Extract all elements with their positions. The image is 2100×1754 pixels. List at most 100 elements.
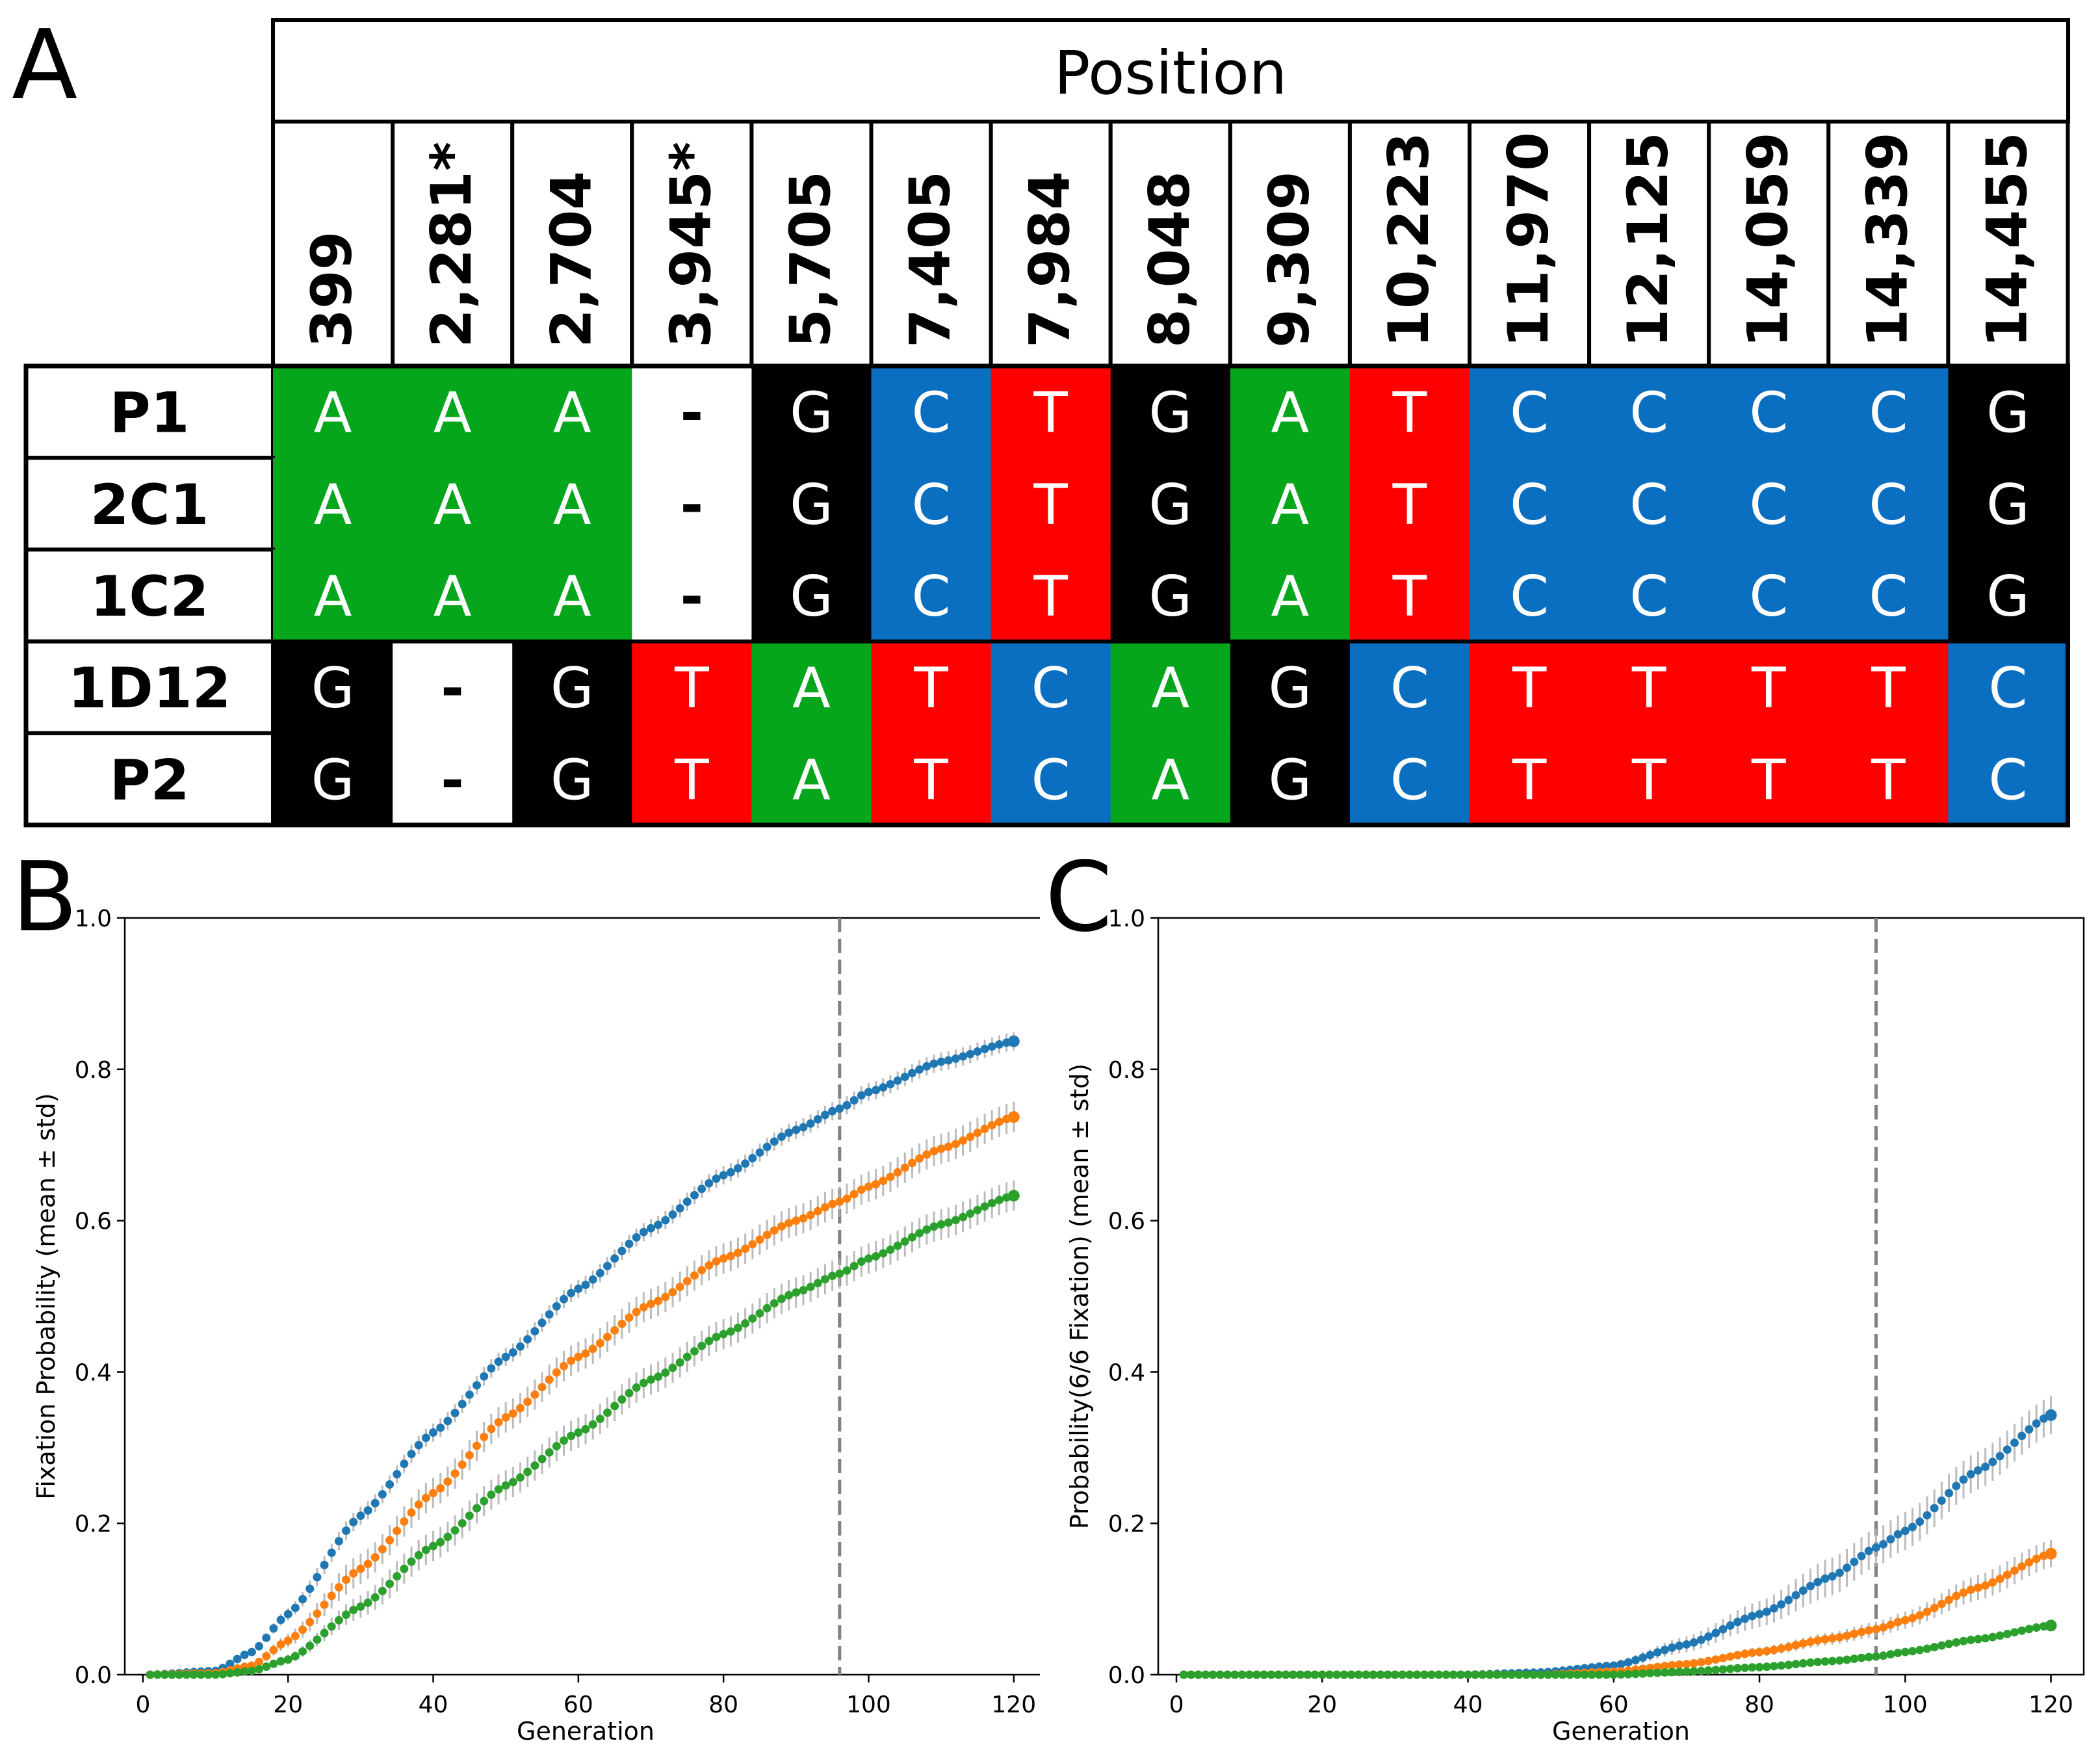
data-point	[320, 1629, 329, 1638]
data-point	[1303, 1670, 1312, 1679]
data-point	[762, 1230, 771, 1239]
data-point	[523, 1397, 532, 1406]
data-point	[1762, 1647, 1771, 1656]
data-point	[857, 1091, 866, 1100]
data-point	[1741, 1649, 1750, 1658]
data-point	[508, 1348, 517, 1357]
base-letter: G	[311, 748, 355, 813]
position-label: 11,970	[1496, 132, 1561, 348]
data-point	[929, 1059, 939, 1068]
x-tick-label: 20	[1307, 1692, 1337, 1718]
position-label: 7,405	[898, 171, 963, 348]
data-point	[733, 1323, 742, 1332]
base-cell	[1589, 641, 1709, 734]
base-letter: C	[1749, 473, 1788, 538]
data-point	[1777, 1661, 1786, 1670]
data-point	[465, 1390, 474, 1399]
data-point	[900, 1237, 909, 1246]
data-point	[755, 1148, 764, 1157]
base-letter: G	[1986, 564, 2030, 629]
row-label: P2	[110, 748, 190, 813]
base-letter: G	[1986, 473, 2030, 538]
y-tick-label: 0.4	[1108, 1359, 1145, 1386]
data-point	[1602, 1662, 1611, 1671]
data-point	[1784, 1595, 1793, 1604]
base-letter: A	[553, 381, 591, 446]
row-label-cell	[24, 639, 275, 735]
base-letter: T	[1751, 748, 1786, 813]
data-point	[907, 1233, 916, 1242]
data-point	[595, 1268, 604, 1277]
data-point	[1369, 1670, 1378, 1679]
y-tick-label: 0.8	[75, 1057, 112, 1084]
position-label: 7,984	[1018, 171, 1083, 348]
data-point	[1405, 1670, 1414, 1679]
data-point	[929, 1147, 939, 1156]
data-point	[378, 1490, 387, 1499]
data-point	[1704, 1632, 1713, 1641]
data-point	[755, 1309, 764, 1318]
data-point	[1682, 1640, 1691, 1649]
y-tick-label: 0.2	[75, 1511, 112, 1538]
data-point	[994, 1196, 1004, 1205]
data-point	[1769, 1604, 1778, 1613]
data-point	[1864, 1626, 1873, 1635]
data-point	[487, 1424, 496, 1433]
data-point	[320, 1600, 329, 1609]
data-point	[226, 1669, 235, 1678]
data-point	[1915, 1517, 1925, 1526]
data-point	[879, 1083, 888, 1092]
base-letter: T	[1631, 656, 1666, 721]
data-point	[1696, 1658, 1705, 1667]
data-point	[305, 1617, 315, 1627]
base-letter: A	[792, 656, 831, 721]
data-point	[1857, 1627, 1866, 1636]
data-point	[2017, 1432, 2027, 1441]
data-point	[545, 1448, 554, 1457]
data-point	[1471, 1670, 1480, 1679]
data-point	[400, 1459, 409, 1469]
data-point	[1857, 1653, 1866, 1662]
data-point	[835, 1269, 844, 1278]
base-cell	[1828, 549, 1949, 642]
data-point	[473, 1504, 482, 1513]
data-point	[900, 1072, 909, 1081]
data-point	[682, 1352, 692, 1361]
data-point	[1580, 1670, 1589, 1679]
position-cell	[1946, 120, 2070, 368]
base-cell	[512, 641, 632, 734]
data-point	[813, 1207, 822, 1216]
data-point	[1777, 1600, 1786, 1609]
data-point	[1945, 1595, 1954, 1604]
data-point	[298, 1595, 307, 1604]
data-point	[980, 1202, 989, 1211]
data-point	[893, 1168, 902, 1177]
data-point	[893, 1076, 902, 1085]
data-point	[276, 1616, 285, 1625]
data-point	[937, 1220, 946, 1229]
base-cell	[1828, 733, 1949, 826]
data-point	[1281, 1670, 1290, 1679]
data-point	[560, 1294, 569, 1303]
position-label: 2,281*	[419, 142, 484, 348]
data-point	[842, 1101, 851, 1110]
data-point	[1639, 1669, 1648, 1678]
base-cell	[1349, 733, 1470, 826]
data-point	[849, 1261, 859, 1270]
data-point	[849, 1096, 859, 1105]
data-point	[516, 1404, 525, 1413]
data-point	[247, 1647, 256, 1656]
data-point	[864, 1088, 873, 1097]
base-cell	[1349, 458, 1470, 550]
data-point	[835, 1198, 844, 1206]
data-point	[1711, 1629, 1720, 1638]
base-cell	[751, 549, 872, 642]
data-point	[2010, 1566, 2019, 1575]
data-point	[276, 1656, 285, 1666]
data-point	[320, 1560, 329, 1569]
data-point	[1900, 1526, 1910, 1536]
base-cell	[991, 366, 1111, 458]
data-point	[1186, 1670, 1195, 1679]
data-point	[1616, 1670, 1626, 1679]
base-cell	[512, 733, 632, 826]
